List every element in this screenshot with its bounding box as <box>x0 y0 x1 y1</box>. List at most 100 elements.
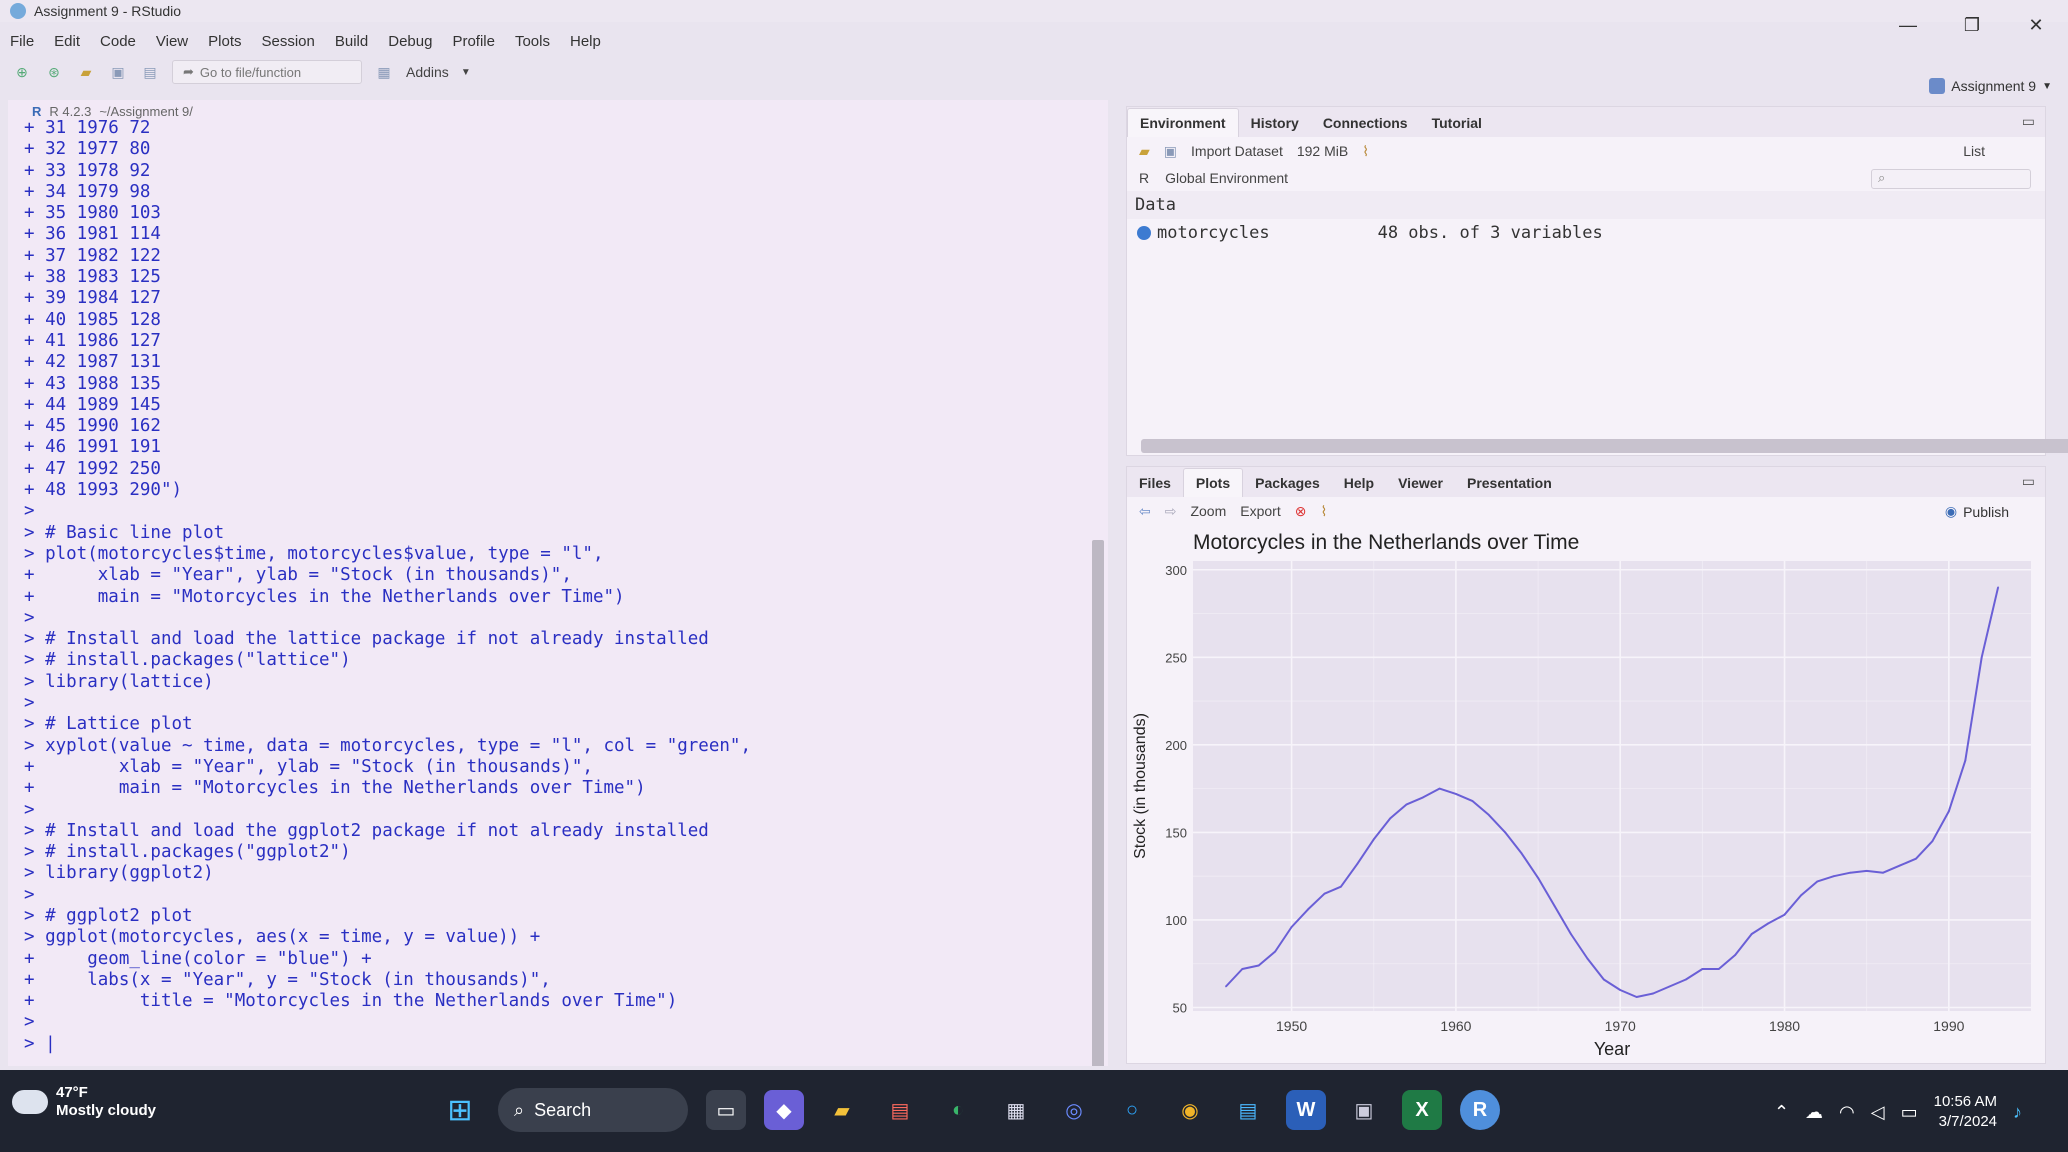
cortana-icon[interactable]: ○ <box>1125 1098 1139 1121</box>
chat-icon[interactable]: ◆ <box>764 1090 804 1130</box>
data-point <box>1767 922 1769 925</box>
pane-maximize-icon[interactable]: ▭ <box>2021 113 2035 129</box>
console-output[interactable]: + 31 1976 72 + 32 1977 80 + 33 1978 92 + 34… <box>24 118 1084 1055</box>
data-point <box>1356 863 1359 865</box>
environment-scope-row: R Global Environment <box>1127 165 2045 191</box>
pane-maximize-icon[interactable]: ▭ <box>2021 473 2035 489</box>
tab-presentation[interactable]: Presentation <box>1466 475 1552 491</box>
taskbar-search[interactable]: ⌕ Search <box>498 1088 688 1132</box>
console-line: > # install.packages("ggplot2") <box>24 842 351 863</box>
volume-icon[interactable]: ◁ <box>1870 1101 1885 1122</box>
data-point <box>1586 957 1589 960</box>
battery-icon[interactable]: ▭ <box>1900 1101 1918 1122</box>
save-workspace-icon[interactable]: ▣ <box>1163 142 1178 159</box>
language-select[interactable]: R <box>1139 170 1150 186</box>
file-explorer-icon[interactable]: ▰ <box>834 1099 850 1122</box>
data-point <box>1816 880 1819 883</box>
menu-debug[interactable]: Debug <box>388 32 433 50</box>
data-point <box>1832 875 1835 878</box>
console-line: > ggplot(motorcycles, aes(x = time, y = … <box>24 927 541 948</box>
environment-search-input[interactable]: ⌕ <box>1871 169 2031 189</box>
tab-viewer[interactable]: Viewer <box>1398 475 1443 491</box>
open-file-icon[interactable]: ▰ <box>80 63 92 80</box>
menu-tools[interactable]: Tools <box>514 32 550 50</box>
tab-tutorial[interactable]: Tutorial <box>1431 115 1482 131</box>
new-file-icon[interactable]: ⊕ <box>16 63 28 80</box>
goto-file-input[interactable]: ➦ Go to file/function <box>172 60 362 84</box>
save-all-icon[interactable]: ▤ <box>143 63 157 80</box>
menu-session[interactable]: Session <box>261 32 315 50</box>
calendar-app-icon[interactable]: ▤ <box>890 1099 910 1122</box>
new-project-icon[interactable]: ⊛ <box>48 63 60 80</box>
global-environment-select[interactable]: Global Environment <box>1165 170 1289 186</box>
import-dataset-button[interactable]: Import Dataset <box>1191 143 1283 159</box>
tab-connections[interactable]: Connections <box>1322 115 1408 131</box>
word-icon[interactable]: W <box>1286 1090 1326 1130</box>
chevron-up-icon[interactable]: ⌃ <box>1773 1101 1790 1122</box>
console-pane[interactable]: R R 4.2.3 ~/Assignment 9/ + 31 1976 72 + … <box>8 100 1108 1066</box>
search-app-icon[interactable]: ◎ <box>1065 1099 1083 1122</box>
notification-bell-icon[interactable]: ♪ <box>2013 1101 2022 1122</box>
chrome-icon[interactable]: ◉ <box>1181 1099 1199 1122</box>
load-workspace-icon[interactable]: ▰ <box>1139 142 1150 159</box>
broom-icon[interactable]: ⌇ <box>1320 502 1328 519</box>
back-arrow-icon[interactable]: ⇦ <box>1139 502 1151 519</box>
menu-plots[interactable]: Plots <box>208 32 242 50</box>
dataset-name[interactable]: motorcycles <box>1157 223 1270 243</box>
weather-widget[interactable]: 47°F Mostly cloudy <box>12 1084 156 1120</box>
data-point <box>1685 978 1687 981</box>
data-point <box>1652 992 1654 995</box>
data-row-motorcycles[interactable]: motorcycles 48 obs. of 3 variables <box>1127 219 2045 247</box>
save-icon[interactable]: ▣ <box>111 63 125 80</box>
data-point <box>1915 857 1917 860</box>
addins-menu[interactable]: Addins <box>406 64 449 80</box>
expand-dataset-icon[interactable] <box>1137 226 1151 240</box>
tab-help[interactable]: Help <box>1343 475 1375 491</box>
menu-profile[interactable]: Profile <box>452 32 495 50</box>
menu-code[interactable]: Code <box>100 32 136 50</box>
edge-browser-icon[interactable]: ◐ <box>951 1098 965 1121</box>
windows-start-icon[interactable]: ⊞ <box>447 1093 473 1127</box>
r-version: R 4.2.3 <box>49 103 92 119</box>
rstudio-taskbar-icon[interactable]: R <box>1460 1090 1500 1130</box>
export-button[interactable]: Export <box>1240 503 1281 519</box>
menu-file[interactable]: File <box>10 32 35 50</box>
printer-icon[interactable]: ▣ <box>1354 1099 1374 1122</box>
list-view-button[interactable]: List <box>1963 143 1985 159</box>
wifi-icon[interactable]: ◠ <box>1839 1101 1855 1122</box>
environment-horizontal-scrollbar[interactable] <box>1141 439 2068 453</box>
tab-history[interactable]: History <box>1250 115 1299 131</box>
onedrive-icon[interactable]: ☁ <box>1805 1101 1824 1122</box>
memory-usage[interactable]: 192 MiB <box>1296 143 1349 159</box>
data-point <box>1504 831 1507 834</box>
grid-layout-icon[interactable]: ▦ <box>377 63 391 80</box>
taskbar-clock[interactable]: 10:56 AM 3/7/2024 <box>1934 1092 1997 1132</box>
broom-icon[interactable]: ⌇ <box>1362 142 1370 159</box>
console-line: > | <box>24 1033 56 1054</box>
forward-arrow-icon[interactable]: ⇨ <box>1164 502 1177 519</box>
menu-help[interactable]: Help <box>570 32 601 50</box>
close-button[interactable]: ✕ <box>2028 14 2044 35</box>
environment-toolbar: ▰ ▣ Import Dataset 192 MiB ⌇ <box>1127 137 2045 165</box>
publish-button[interactable]: ◉ Publish <box>1945 503 2009 520</box>
minimize-button[interactable]: — <box>1899 14 1917 35</box>
clock-time: 10:56 AM <box>1933 1093 1997 1110</box>
notepad-icon[interactable]: ▤ <box>1238 1099 1258 1122</box>
menu-build[interactable]: Build <box>334 32 369 50</box>
data-point <box>1635 996 1638 998</box>
project-menu[interactable]: Assignment 9 ▼ <box>1929 78 2052 94</box>
tab-plots[interactable]: Plots <box>1182 468 1244 497</box>
task-view-icon[interactable]: ▭ <box>706 1090 746 1130</box>
menu-view[interactable]: View <box>155 32 189 50</box>
console-line: + 34 1979 98 <box>24 181 151 202</box>
tab-packages[interactable]: Packages <box>1255 475 1320 491</box>
console-scrollbar[interactable] <box>1092 540 1104 1066</box>
restore-button[interactable]: ❐ <box>1963 14 1981 35</box>
excel-icon[interactable]: X <box>1402 1090 1442 1130</box>
store-icon[interactable]: ▦ <box>1006 1099 1026 1122</box>
tab-environment[interactable]: Environment <box>1127 108 1239 137</box>
zoom-button[interactable]: Zoom <box>1190 503 1227 519</box>
menu-edit[interactable]: Edit <box>54 32 81 50</box>
tab-files[interactable]: Files <box>1139 475 1171 491</box>
remove-plot-icon[interactable]: ⊗ <box>1294 502 1307 519</box>
